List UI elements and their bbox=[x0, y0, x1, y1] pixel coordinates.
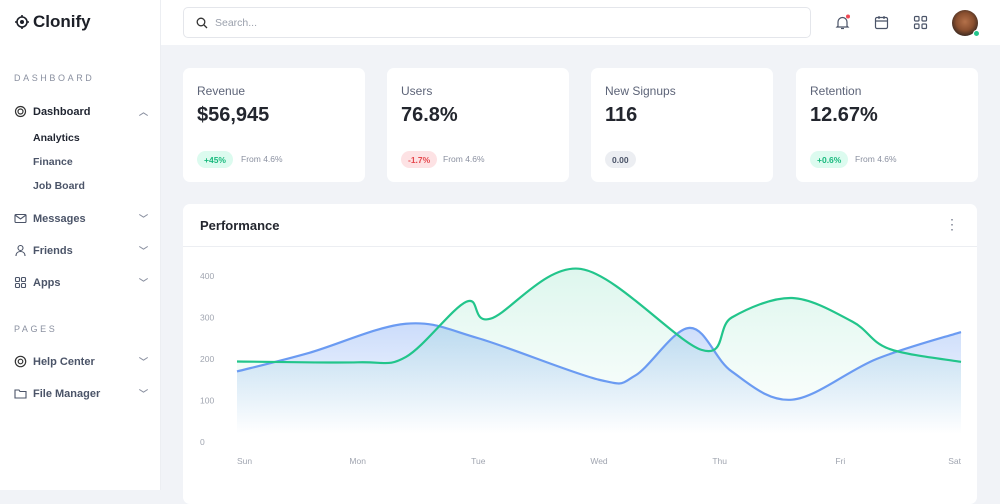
x-tick-label: Sat bbox=[948, 456, 961, 466]
sidebar-item-label: Dashboard bbox=[33, 105, 91, 118]
chevron-down-icon: ﹀ bbox=[138, 357, 148, 367]
logo[interactable]: Clonify bbox=[14, 12, 91, 32]
y-tick-label: 100 bbox=[200, 396, 214, 406]
search-input[interactable] bbox=[215, 16, 715, 29]
x-tick-label: Wed bbox=[590, 456, 608, 466]
y-tick-label: 400 bbox=[200, 271, 214, 281]
stat-card-retention: Retention 12.67% +0.6% From 4.6% bbox=[796, 68, 978, 182]
y-tick-label: 200 bbox=[200, 354, 214, 364]
sidebar-item-label: Friends bbox=[33, 244, 73, 257]
x-tick-label: Thu bbox=[712, 456, 727, 466]
stat-change-badge: +45% bbox=[197, 151, 233, 168]
stat-label: Retention bbox=[810, 84, 862, 98]
stat-value: 116 bbox=[605, 104, 638, 126]
online-status-dot bbox=[973, 30, 980, 37]
stat-note: From 4.6% bbox=[443, 154, 485, 164]
stat-label: Users bbox=[401, 84, 433, 98]
bell-icon[interactable] bbox=[834, 14, 851, 31]
x-tick-label: Sun bbox=[237, 456, 252, 466]
user-icon bbox=[14, 244, 27, 257]
search-icon bbox=[196, 17, 208, 28]
more-options-icon[interactable]: ⋮ bbox=[945, 216, 959, 232]
stat-value: 12.67% bbox=[810, 104, 878, 126]
performance-card: 0 100 200 300 400 Sun Mon Tue Wed Thu Fri Sat Perfo… bbox=[183, 204, 977, 504]
stat-change-badge: +0.6% bbox=[810, 151, 849, 168]
y-tick-label: 300 bbox=[200, 313, 214, 323]
divider bbox=[183, 246, 977, 247]
logo-icon bbox=[15, 15, 29, 29]
grid-icon bbox=[14, 276, 27, 289]
x-tick-label: Tue bbox=[471, 456, 486, 466]
x-tick-label: Mon bbox=[349, 456, 366, 466]
chevron-down-icon: ﹀ bbox=[138, 214, 148, 224]
x-tick-label: Fri bbox=[835, 456, 845, 466]
section-label-dashboard: DASHBOARD bbox=[14, 73, 95, 83]
sidebar-item-label: Apps bbox=[33, 276, 61, 289]
stat-value: 76.8% bbox=[401, 104, 458, 126]
chevron-down-icon: ﹀ bbox=[138, 389, 148, 399]
chevron-down-icon: ﹀ bbox=[138, 278, 148, 288]
sidebar-subitem-finance[interactable]: Finance bbox=[33, 156, 73, 168]
calendar-icon[interactable] bbox=[873, 14, 890, 31]
y-tick-label: 0 bbox=[200, 437, 205, 447]
sidebar-item-dashboard[interactable]: Dashboard ︿ bbox=[14, 105, 148, 118]
stat-label: New Signups bbox=[605, 84, 676, 98]
sidebar-item-friends[interactable]: Friends ﹀ bbox=[14, 244, 148, 257]
app-name: Clonify bbox=[33, 12, 91, 31]
chevron-down-icon: ﹀ bbox=[138, 246, 148, 256]
apps-grid-icon[interactable] bbox=[912, 14, 929, 31]
chevron-up-icon: ︿ bbox=[138, 107, 148, 117]
stat-label: Revenue bbox=[197, 84, 246, 98]
sidebar-subitem-job-board[interactable]: Job Board bbox=[33, 180, 85, 192]
top-header bbox=[161, 0, 1000, 45]
dashboard-icon bbox=[14, 105, 27, 118]
stat-value: $56,945 bbox=[197, 104, 270, 126]
performance-chart: 0 100 200 300 400 Sun Mon Tue Wed Thu Fri Sat bbox=[200, 267, 962, 466]
sidebar: Clonify DASHBOARD Dashboard ︿ Analytics … bbox=[0, 0, 161, 490]
section-label-pages: PAGES bbox=[14, 324, 58, 334]
sidebar-item-file-manager[interactable]: File Manager ﹀ bbox=[14, 387, 148, 400]
performance-title: Performance bbox=[200, 218, 280, 233]
mail-icon bbox=[14, 212, 27, 225]
sidebar-item-label: File Manager bbox=[33, 387, 101, 400]
stat-card-new-signups: New Signups 116 0.00 bbox=[591, 68, 773, 182]
stat-note: From 4.6% bbox=[241, 154, 283, 164]
stat-card-users: Users 76.8% -1.7% From 4.6% bbox=[387, 68, 569, 182]
series-area-1 bbox=[237, 268, 961, 434]
stat-note: From 4.6% bbox=[855, 154, 897, 164]
sidebar-item-label: Help Center bbox=[33, 355, 95, 368]
search-box[interactable] bbox=[183, 7, 811, 38]
stat-change-badge: -1.7% bbox=[401, 151, 438, 168]
sidebar-item-label: Messages bbox=[33, 212, 86, 225]
folder-icon bbox=[14, 387, 27, 400]
lifebuoy-icon bbox=[14, 355, 27, 368]
sidebar-item-apps[interactable]: Apps ﹀ bbox=[14, 276, 148, 289]
sidebar-item-messages[interactable]: Messages ﹀ bbox=[14, 212, 148, 225]
user-avatar[interactable] bbox=[952, 10, 980, 37]
series-line-0 bbox=[236, 322, 962, 401]
sidebar-subitem-analytics[interactable]: Analytics bbox=[33, 132, 80, 144]
sidebar-item-help-center[interactable]: Help Center ﹀ bbox=[14, 355, 148, 368]
stat-card-revenue: Revenue $56,945 +45% From 4.6% bbox=[183, 68, 365, 182]
series-line-1 bbox=[236, 267, 962, 365]
stat-change-badge: 0.00 bbox=[605, 151, 636, 168]
